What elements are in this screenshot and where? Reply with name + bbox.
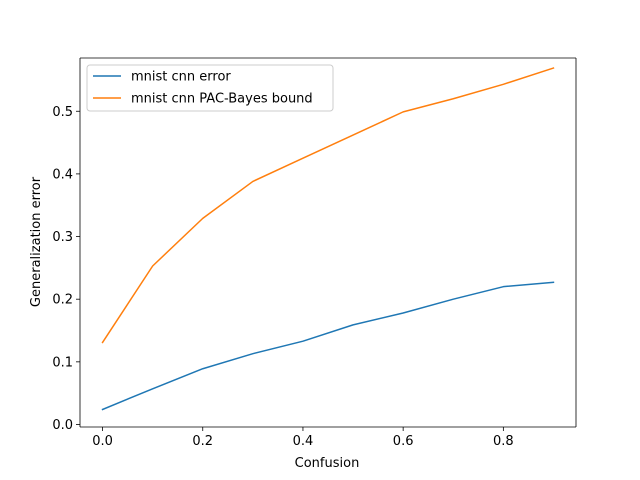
- y-tick-label: 0.1: [52, 355, 73, 370]
- legend-entry-label: mnist cnn error: [131, 70, 231, 85]
- plot-background: [80, 58, 576, 427]
- legend-box: [86, 64, 334, 112]
- y-tick-label: 0.0: [52, 418, 73, 433]
- series-line-2: [101, 67, 555, 344]
- x-tick-label: 0.2: [192, 434, 213, 449]
- x-tick-label: 0.8: [493, 434, 514, 449]
- y-axis-label: Generalization error: [29, 176, 44, 307]
- y-tick-label: 0.3: [52, 230, 73, 245]
- x-tick-label: 0.6: [393, 434, 414, 449]
- x-axis-label: Confusion: [295, 456, 360, 471]
- x-axis-ticks: 0.0 0.2 0.4 0.6 0.8: [92, 427, 514, 449]
- series-line-1: [101, 281, 555, 411]
- y-tick-label: 0.4: [52, 167, 73, 182]
- y-tick-label: 0.5: [52, 105, 73, 120]
- plot-area: [80, 58, 576, 427]
- x-tick-label: 0.0: [92, 434, 113, 449]
- legend: mnist cnn error mnist cnn PAC-Bayes bound: [86, 64, 334, 112]
- axes-frame: [79, 57, 577, 428]
- y-tick-label: 0.2: [52, 293, 73, 308]
- legend-entry-label: mnist cnn PAC-Bayes bound: [131, 92, 313, 107]
- y-axis-ticks: 0.0 0.1 0.2 0.3 0.4 0.5: [52, 105, 80, 433]
- series-layer: [101, 67, 555, 411]
- x-tick-label: 0.4: [293, 434, 314, 449]
